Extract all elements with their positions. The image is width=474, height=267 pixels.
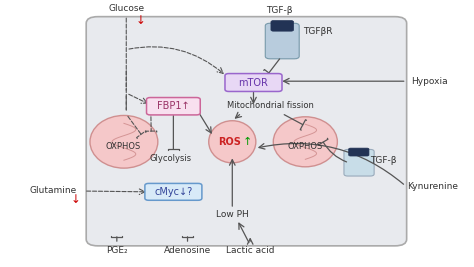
- FancyBboxPatch shape: [145, 183, 202, 200]
- Text: TGFβR: TGFβR: [303, 27, 332, 36]
- FancyBboxPatch shape: [146, 97, 200, 115]
- Ellipse shape: [273, 117, 337, 167]
- Text: OXPHOS: OXPHOS: [288, 142, 323, 151]
- Text: Kynurenine: Kynurenine: [407, 182, 457, 191]
- Text: FBP1↑: FBP1↑: [157, 101, 190, 111]
- Text: Adenosine: Adenosine: [164, 246, 211, 255]
- FancyBboxPatch shape: [271, 21, 293, 31]
- Text: ↓: ↓: [136, 14, 146, 27]
- Text: ↑: ↑: [243, 137, 252, 147]
- Text: Mitochondrial fission: Mitochondrial fission: [227, 101, 313, 110]
- Text: Low PH: Low PH: [216, 210, 249, 219]
- Text: Glucose: Glucose: [108, 4, 144, 13]
- Text: Lactic acid: Lactic acid: [226, 246, 274, 255]
- Text: Glutamine: Glutamine: [30, 186, 77, 195]
- Text: PGE₂: PGE₂: [106, 246, 128, 255]
- Text: mTOR: mTOR: [238, 77, 268, 88]
- Text: cMyc↓?: cMyc↓?: [154, 187, 192, 197]
- FancyBboxPatch shape: [225, 74, 282, 92]
- FancyBboxPatch shape: [349, 148, 369, 156]
- FancyBboxPatch shape: [344, 150, 374, 176]
- FancyBboxPatch shape: [86, 17, 407, 246]
- Text: Hypoxia: Hypoxia: [411, 77, 448, 86]
- Ellipse shape: [209, 121, 256, 163]
- Text: TGF-β: TGF-β: [370, 156, 397, 165]
- Text: ROS: ROS: [218, 137, 241, 147]
- Ellipse shape: [90, 115, 158, 168]
- Text: TGF-β: TGF-β: [266, 6, 292, 15]
- Text: Glycolysis: Glycolysis: [150, 154, 192, 163]
- FancyBboxPatch shape: [265, 23, 299, 59]
- Text: OXPHOS: OXPHOS: [105, 142, 141, 151]
- Text: ↓: ↓: [71, 193, 81, 206]
